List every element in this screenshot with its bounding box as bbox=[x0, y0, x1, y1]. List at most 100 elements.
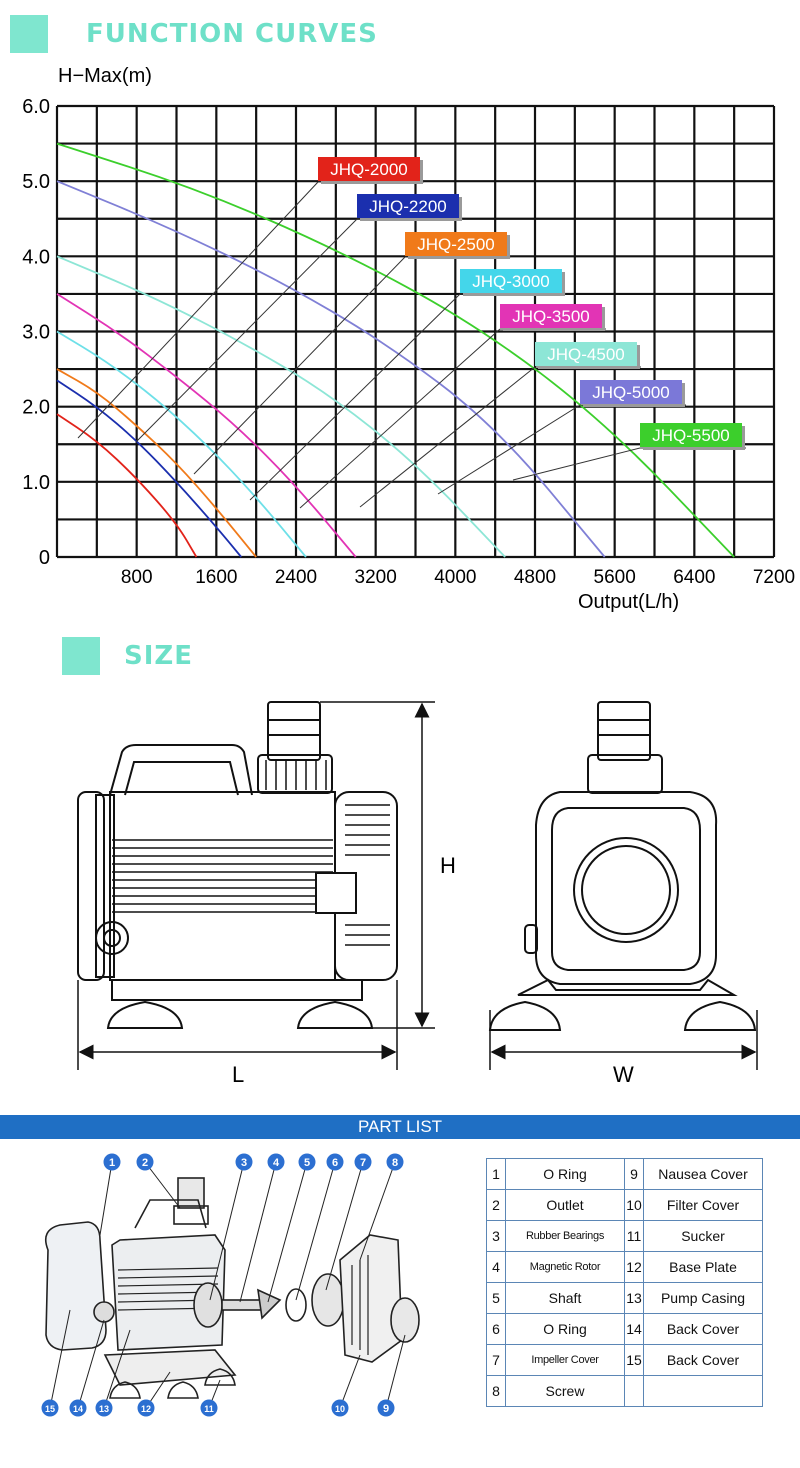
callout-leader bbox=[239, 1161, 277, 1303]
chart-series-labels: JHQ-2000 JHQ-2200 JHQ-2500 JHQ-3000 JHQ-3500… bbox=[318, 157, 745, 450]
series-label-jhq-2200: JHQ-2200 bbox=[369, 197, 446, 216]
series-label-box bbox=[580, 380, 682, 404]
series-label-box bbox=[405, 232, 507, 256]
series-label-box bbox=[535, 342, 637, 366]
series-label-box bbox=[460, 269, 562, 293]
leader-line bbox=[135, 218, 358, 443]
part-number: 13 bbox=[624, 1282, 644, 1314]
callout-badge bbox=[331, 1399, 349, 1417]
callout-leader bbox=[103, 1329, 131, 1409]
series-label-box bbox=[318, 157, 420, 181]
series-label-box bbox=[640, 423, 742, 447]
callout-number: 8 bbox=[392, 1157, 398, 1169]
callout-leader bbox=[144, 1161, 181, 1209]
part-row: 7 Impeller Cover 15 Back Cover bbox=[486, 1344, 763, 1376]
part-name: Shaft bbox=[505, 1282, 625, 1314]
dimension-lines-side bbox=[77, 701, 435, 1070]
curve-jhq-5000 bbox=[56, 180, 606, 558]
part-list-title: PART LIST bbox=[357, 1117, 443, 1136]
series-label-jhq-5000: JHQ-5000 bbox=[592, 383, 669, 402]
callout-badge bbox=[200, 1399, 218, 1417]
part-name: Outlet bbox=[505, 1189, 625, 1221]
callout-badge bbox=[136, 1153, 154, 1171]
part-name: Back Cover bbox=[643, 1344, 763, 1376]
callout-badge bbox=[95, 1399, 113, 1417]
callout-badge bbox=[103, 1153, 121, 1171]
callout-number: 5 bbox=[304, 1157, 310, 1169]
part-number: 7 bbox=[486, 1344, 506, 1376]
callout-number: 10 bbox=[335, 1404, 345, 1414]
callout-number: 7 bbox=[360, 1157, 366, 1169]
leader-line bbox=[512, 447, 641, 481]
curve-jhq-2200 bbox=[56, 379, 242, 558]
callout-number: 4 bbox=[273, 1157, 280, 1169]
part-row: 8 Screw bbox=[486, 1375, 763, 1407]
part-row: 4 Magnetic Rotor 12 Base Plate bbox=[486, 1251, 763, 1283]
callout-leader bbox=[295, 1161, 336, 1301]
callout-number: 2 bbox=[142, 1157, 148, 1169]
series-label-jhq-2500: JHQ-2500 bbox=[417, 235, 494, 254]
leader-line bbox=[437, 404, 581, 495]
callout-badge bbox=[267, 1153, 285, 1171]
leader-line bbox=[359, 366, 536, 508]
leader-line bbox=[249, 293, 461, 501]
callout-leader bbox=[77, 1319, 105, 1409]
part-name: Pump Casing bbox=[643, 1282, 763, 1314]
part-number: 2 bbox=[486, 1189, 506, 1221]
pump-front-view bbox=[488, 701, 757, 1031]
callout-badge bbox=[298, 1153, 316, 1171]
part-number: 10 bbox=[624, 1189, 644, 1221]
part-name: O Ring bbox=[505, 1158, 625, 1190]
chart-curves bbox=[56, 142, 735, 558]
callout-leader bbox=[385, 1334, 406, 1409]
x-axis-label: Output(L/h) bbox=[578, 591, 679, 613]
callout-badge bbox=[354, 1153, 372, 1171]
part-number: 6 bbox=[486, 1313, 506, 1345]
part-name: Rubber Bearings bbox=[505, 1220, 625, 1252]
callout-number: 12 bbox=[141, 1404, 151, 1414]
part-number: 4 bbox=[486, 1251, 506, 1283]
part-number: 9 bbox=[624, 1158, 644, 1190]
part-name: O Ring bbox=[505, 1313, 625, 1345]
dimension-lines-front bbox=[489, 1010, 758, 1070]
callout-badge bbox=[235, 1153, 253, 1171]
part-name bbox=[643, 1375, 763, 1407]
series-label-jhq-3000: JHQ-3000 bbox=[472, 272, 549, 291]
part-name: Nausea Cover bbox=[643, 1158, 763, 1190]
series-label-jhq-4500: JHQ-4500 bbox=[547, 345, 624, 364]
callout-badge bbox=[386, 1153, 404, 1171]
leader-line bbox=[299, 328, 501, 509]
callout-badge bbox=[377, 1399, 395, 1417]
size-title: SIZE bbox=[124, 641, 194, 671]
series-label-jhq-5500: JHQ-5500 bbox=[652, 426, 729, 445]
series-label-jhq-3500: JHQ-3500 bbox=[512, 307, 589, 326]
part-row: 5 Shaft 13 Pump Casing bbox=[486, 1282, 763, 1314]
dimension-w-label: W bbox=[613, 1062, 634, 1087]
part-number: 3 bbox=[486, 1220, 506, 1252]
curve-jhq-5500 bbox=[56, 142, 735, 558]
callout-leader bbox=[267, 1161, 308, 1303]
callout-number: 1 bbox=[109, 1157, 115, 1169]
y-tick-label: 2.0 bbox=[22, 397, 50, 419]
part-number: 12 bbox=[624, 1251, 644, 1283]
callout-leader bbox=[209, 1161, 245, 1301]
callout-number: 6 bbox=[332, 1157, 338, 1169]
curve-jhq-2000 bbox=[56, 413, 198, 558]
x-tick-label: 3200 bbox=[355, 567, 397, 588]
section-marker bbox=[10, 15, 48, 53]
function-curves-header: FUNCTION CURVES bbox=[10, 15, 378, 53]
part-name: Screw bbox=[505, 1375, 625, 1407]
callout-badge bbox=[137, 1399, 155, 1417]
series-label-box bbox=[500, 304, 602, 328]
exploded-parts bbox=[44, 1177, 420, 1399]
chart-label-leaders bbox=[77, 181, 746, 509]
part-number bbox=[624, 1375, 644, 1407]
x-tick-label: 5600 bbox=[594, 567, 636, 588]
x-tick-label: 6400 bbox=[673, 567, 715, 588]
series-label-box bbox=[357, 194, 459, 218]
x-tick-label: 1600 bbox=[195, 567, 237, 588]
